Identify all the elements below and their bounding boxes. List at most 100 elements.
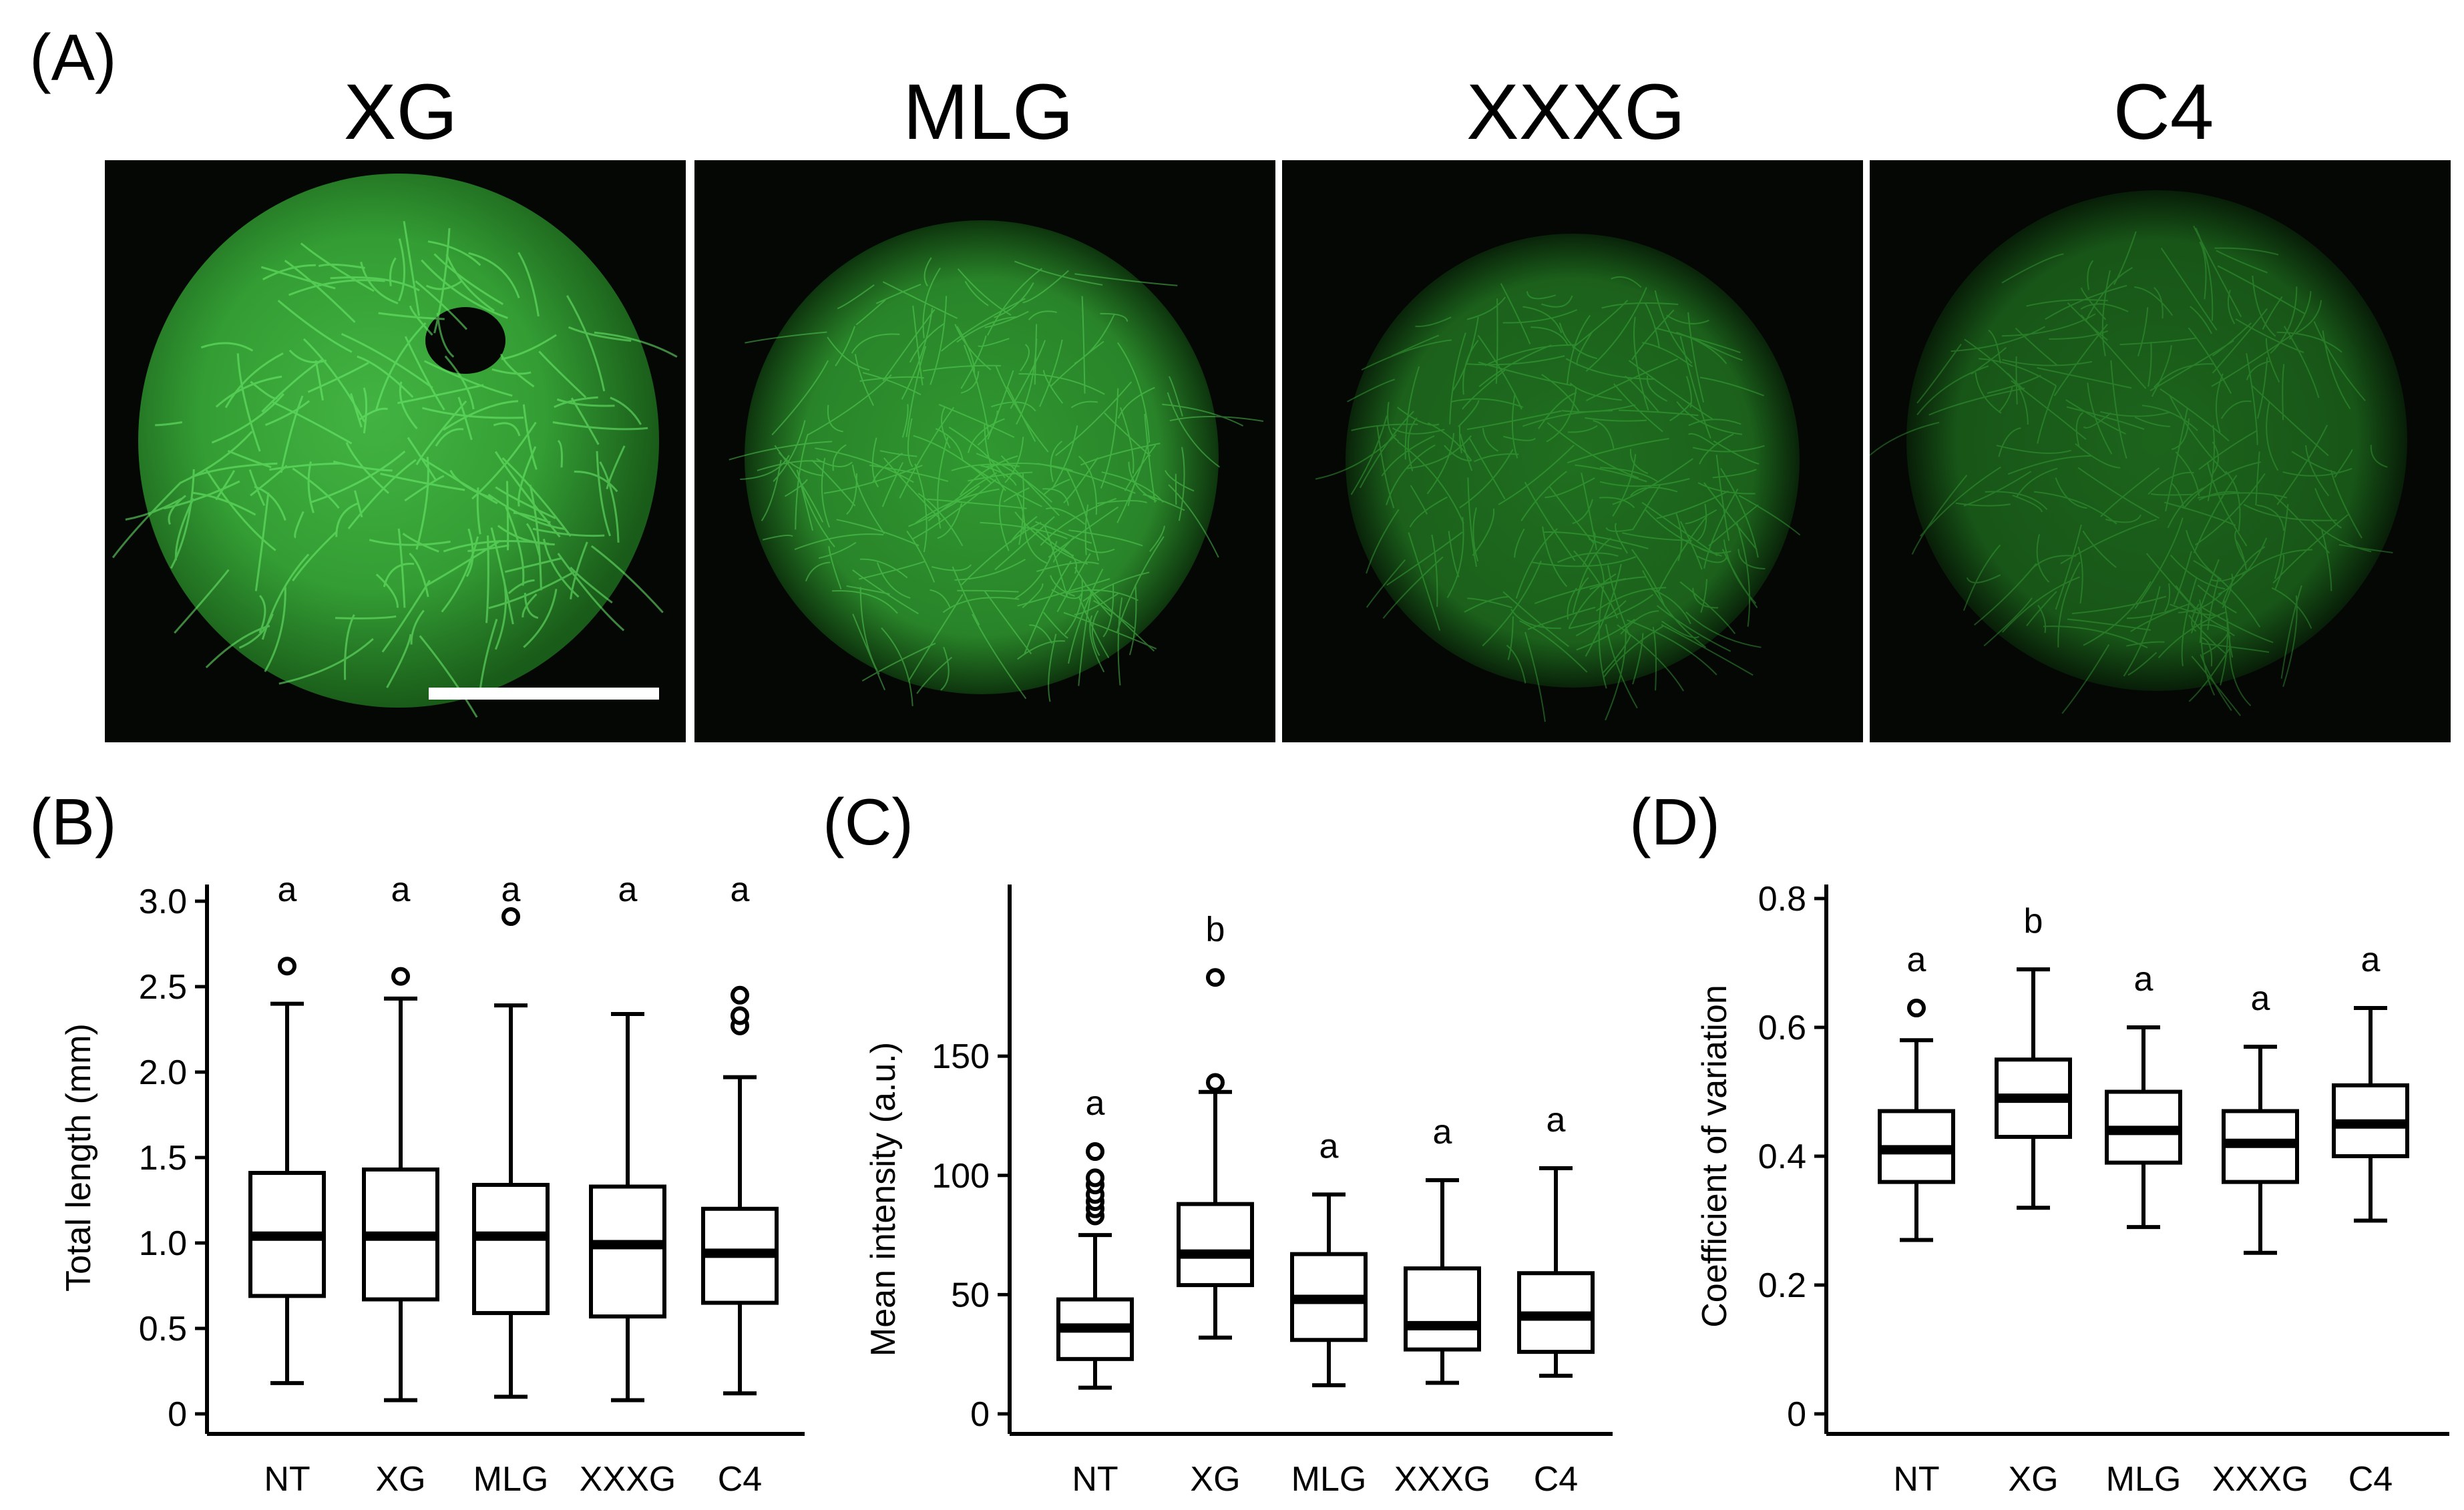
fiber-strand <box>354 490 363 518</box>
fiber-strand <box>2057 561 2081 648</box>
fiber-strand <box>1631 309 1675 360</box>
fiber-strand <box>1018 372 1105 395</box>
fiber-strand <box>930 296 948 385</box>
fiber-strand <box>851 333 900 354</box>
fiber-strand <box>1022 583 1044 609</box>
fiber-strand <box>224 352 284 409</box>
significance-letter-xg: b <box>2024 902 2043 941</box>
fiber-strand <box>913 435 992 484</box>
fiber-strand <box>740 455 790 480</box>
x-tick-label-xxxg: XXXG <box>580 1460 676 1499</box>
fiber-strand <box>823 465 923 494</box>
fiber-strand <box>399 381 418 429</box>
panel-c-y-axis-label: Mean intensity (a.u.) <box>864 1042 903 1356</box>
fiber-strand <box>2170 554 2226 590</box>
fiber-strand <box>2164 501 2236 527</box>
fiber-strand <box>1615 523 1629 554</box>
fiber-strand <box>436 312 455 358</box>
fiber-strand <box>404 475 445 502</box>
fiber-strand <box>2193 559 2261 628</box>
fiber-strand <box>1577 537 1612 595</box>
fiber-strand <box>2217 265 2305 314</box>
fiber-strand <box>215 375 282 408</box>
significance-letter-mlg: a <box>2134 960 2153 999</box>
fiber-strand <box>1524 481 1576 561</box>
fiber-strand <box>1068 529 1143 547</box>
fiber-strand <box>427 240 481 266</box>
fiber-strand <box>2080 314 2147 389</box>
fiber-strand <box>1397 407 1440 426</box>
fiber-strand <box>972 613 1027 700</box>
fiber-strand <box>1036 561 1099 572</box>
fiber-strand <box>1053 535 1076 563</box>
fiber-strand <box>248 469 266 506</box>
fiber-strand <box>987 268 1042 336</box>
fiber-strand <box>2067 618 2151 631</box>
fiber-strand <box>1081 296 1086 394</box>
fiber-strand <box>264 400 311 427</box>
fiber-strand <box>2220 599 2228 686</box>
fiber-strand <box>1409 496 1448 528</box>
fiber-strand <box>2271 587 2312 629</box>
fiber-strand <box>1050 340 1104 388</box>
fiber-strand <box>1028 310 1057 320</box>
fiber-strand <box>1675 513 1683 561</box>
outlier-nt <box>278 957 296 976</box>
micrograph-xg <box>105 160 686 742</box>
fiber-strand <box>471 421 537 500</box>
fiber-strand <box>2198 430 2258 470</box>
fiber-strand <box>410 609 425 645</box>
fiber-strand <box>1120 407 1135 474</box>
fiber-strand <box>2183 461 2261 509</box>
fiber-strand <box>1703 488 1739 569</box>
fiber-strand <box>421 259 508 319</box>
fiber-strand <box>852 613 886 691</box>
fiber-strand <box>1928 387 2025 416</box>
fiber-strand <box>1511 393 1518 459</box>
fiber-strand <box>236 353 261 452</box>
fiber-strand <box>1074 314 1115 364</box>
fiber-strand <box>501 457 572 537</box>
fiber-strand <box>1565 358 1655 380</box>
fiber-strand <box>594 331 678 358</box>
fiber-strand <box>1462 369 1506 410</box>
fiber-strand <box>1000 455 1060 516</box>
fiber-strand <box>917 493 964 547</box>
fiber-strand <box>2203 630 2230 655</box>
fiber-strand <box>1043 611 1068 639</box>
fiber-strand <box>827 405 843 433</box>
fiber-strand <box>976 453 1053 503</box>
fiber-strand <box>1406 435 1472 469</box>
fiber-strand <box>2212 441 2219 474</box>
fiber-strand <box>948 427 1006 479</box>
fiber-strand <box>2060 519 2157 565</box>
fiber-strand <box>2164 583 2171 612</box>
fiber-strand <box>2197 492 2288 499</box>
fiber-strand <box>1650 588 1691 624</box>
fiber-strand <box>2235 318 2304 354</box>
fiber-strand <box>1534 577 1627 604</box>
fiber-strand <box>914 463 928 553</box>
fiber-strand <box>2256 504 2285 531</box>
fiber-strand <box>2200 619 2216 696</box>
fiber-strand <box>2137 307 2149 356</box>
fiber-strand <box>1089 615 1105 673</box>
fiber-strand <box>1679 521 1703 570</box>
image-title-c4: C4 <box>2113 68 2214 156</box>
fiber-strand <box>1713 440 1760 465</box>
fiber-strand <box>1459 433 1473 471</box>
fiber-strand <box>1581 472 1597 550</box>
fiber-strand <box>1628 360 1713 420</box>
fiber-strand <box>1459 449 1514 509</box>
fiber-strand <box>397 384 484 405</box>
fiber-strand <box>1065 467 1100 561</box>
fiber-strand <box>1500 283 1531 344</box>
fiber-strand <box>596 451 612 537</box>
fiber-strand <box>1630 449 1649 475</box>
fiber-strand <box>2071 595 2167 615</box>
fiber-strand <box>1541 374 1581 414</box>
fiber-strand <box>908 485 980 527</box>
fiber-strand <box>1601 302 1679 309</box>
fiber-strand <box>1010 515 1038 543</box>
fiber-strand <box>441 536 479 613</box>
